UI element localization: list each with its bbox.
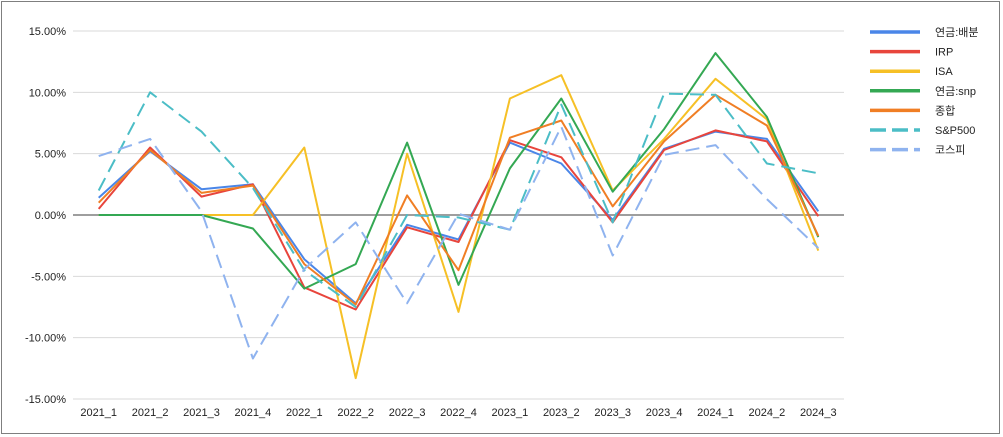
x-tick-label: 2021_2	[132, 407, 169, 419]
y-tick-label: 5.00%	[35, 149, 66, 161]
x-tick-label: 2024_3	[800, 407, 837, 419]
legend-label: 종합	[935, 104, 955, 117]
legend-label: 연금:snp	[935, 85, 976, 98]
x-tick-label: 2021_3	[183, 407, 220, 419]
series-line	[97, 93, 820, 306]
series-lines	[97, 52, 820, 380]
legend-label: S&P500	[935, 125, 975, 137]
series-line	[98, 125, 819, 360]
legend: 연금:배분 IRP ISA 연금:snp 종합 S&P500 코스피	[870, 26, 979, 157]
x-tick-label: 2021_4	[235, 407, 272, 419]
y-tick-label: 10.00%	[29, 87, 67, 99]
x-tick-label: 2024_2	[749, 407, 786, 419]
x-tick-label: 2022_2	[337, 407, 374, 419]
series-line	[97, 129, 820, 311]
y-tick-label: 0.00%	[35, 210, 66, 222]
y-axis-tick-labels: 15.00% 10.00% 5.00% 0.00% -5.00% -10.00% -15.0…	[25, 26, 66, 406]
gridlines	[73, 30, 844, 400]
y-tick-label: -5.00%	[31, 271, 66, 283]
x-tick-label: 2022_4	[440, 407, 477, 419]
legend-label: 코스피	[935, 144, 965, 157]
y-tick-label: 15.00%	[29, 26, 67, 38]
x-tick-label: 2023_1	[492, 407, 529, 419]
series-line	[98, 74, 820, 380]
legend-label: 연금:배분	[935, 26, 979, 39]
x-tick-label: 2021_1	[80, 407, 117, 419]
x-tick-label: 2024_1	[697, 407, 734, 419]
y-tick-label: -10.00%	[25, 333, 66, 345]
x-tick-label: 2023_3	[594, 407, 631, 419]
x-tick-label: 2022_1	[286, 407, 323, 419]
series-line	[98, 52, 820, 290]
x-tick-label: 2022_3	[389, 407, 426, 419]
x-tick-label: 2023_4	[646, 407, 683, 419]
series-line	[97, 91, 819, 308]
x-axis-tick-labels: 2021_1 2021_2 2021_3 2021_4 2022_1 2022_2 2022…	[80, 407, 836, 419]
legend-label: IRP	[935, 47, 953, 59]
y-tick-label: -15.00%	[25, 394, 66, 406]
legend-label: ISA	[935, 66, 953, 78]
x-tick-label: 2023_2	[543, 407, 580, 419]
